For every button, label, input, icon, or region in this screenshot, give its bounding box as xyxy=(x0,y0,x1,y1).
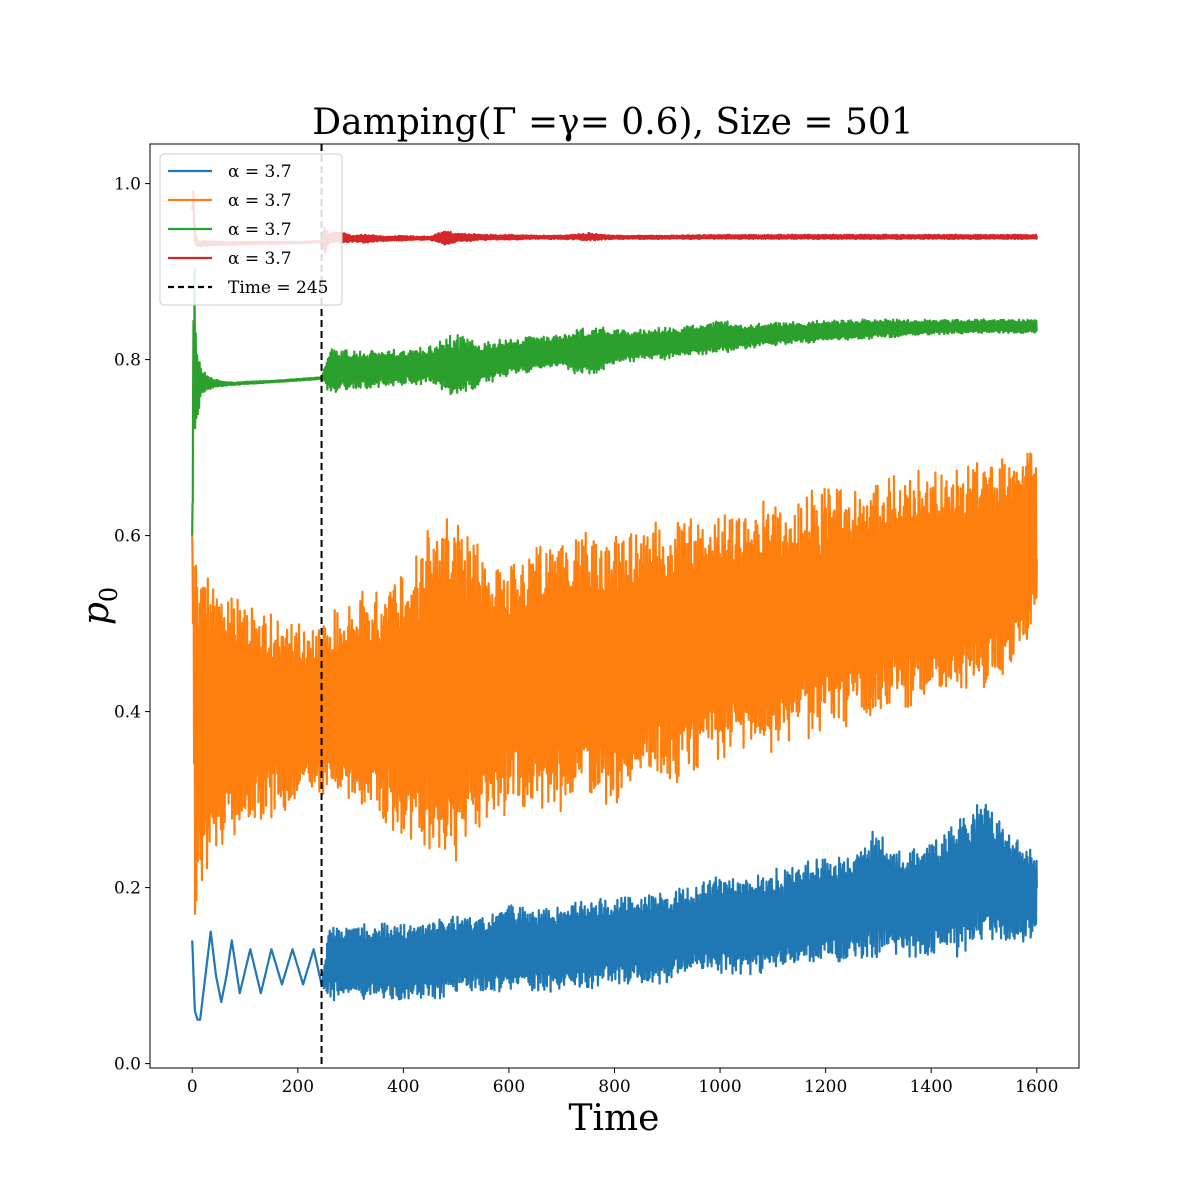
y-tick-label-2: 0.4 xyxy=(114,703,141,723)
y-tick-label-1: 0.2 xyxy=(114,879,141,899)
legend-label-5: Time = 245 xyxy=(228,278,328,298)
legend: α = 3.7 α = 3.7 α = 3.7 α = 3.7 Time = 245 xyxy=(159,153,343,306)
x-tick-label-8: 1600 xyxy=(1015,1077,1058,1097)
legend-box xyxy=(159,153,343,306)
x-tick-label-3: 600 xyxy=(493,1077,525,1097)
x-tick-label-1: 200 xyxy=(282,1077,314,1097)
x-tick-label-7: 1400 xyxy=(910,1077,953,1097)
y-tick-label-5: 1.0 xyxy=(114,175,141,195)
x-tick-label-4: 800 xyxy=(598,1077,630,1097)
chart-title: Damping(Γ =γ= 0.6), Size = 501 xyxy=(312,102,913,143)
legend-label-2: α = 3.7 xyxy=(228,191,292,211)
series-3 xyxy=(191,267,1038,536)
legend-label-1: α = 3.7 xyxy=(228,162,292,182)
y-axis-label-main: p xyxy=(76,602,117,625)
x-tick-label-2: 400 xyxy=(387,1077,419,1097)
series-2-line xyxy=(191,452,1038,915)
series-1 xyxy=(191,803,1038,1021)
x-axis-ticks: 0 200 400 600 800 1000 1200 1400 1600 xyxy=(187,1068,1058,1097)
legend-label-3: α = 3.7 xyxy=(228,220,292,240)
x-axis-label: Time xyxy=(569,1098,660,1139)
y-axis-label-subscript: 0 xyxy=(95,587,123,602)
legend-label-4: α = 3.7 xyxy=(228,249,292,269)
series-layer xyxy=(191,190,1038,1021)
y-tick-label-0: 0.0 xyxy=(114,1055,141,1075)
series-1-line xyxy=(191,803,1038,1021)
x-tick-label-6: 1200 xyxy=(804,1077,847,1097)
y-tick-label-3: 0.6 xyxy=(114,527,141,547)
x-tick-label-0: 0 xyxy=(187,1077,198,1097)
y-tick-label-4: 0.8 xyxy=(114,351,141,371)
y-axis-ticks: 0.0 0.2 0.4 0.6 0.8 1.0 xyxy=(114,175,150,1075)
series-2 xyxy=(191,452,1038,915)
x-tick-label-5: 1000 xyxy=(698,1077,741,1097)
series-3-line xyxy=(191,267,1038,536)
y-axis-label: p0 xyxy=(76,587,123,625)
